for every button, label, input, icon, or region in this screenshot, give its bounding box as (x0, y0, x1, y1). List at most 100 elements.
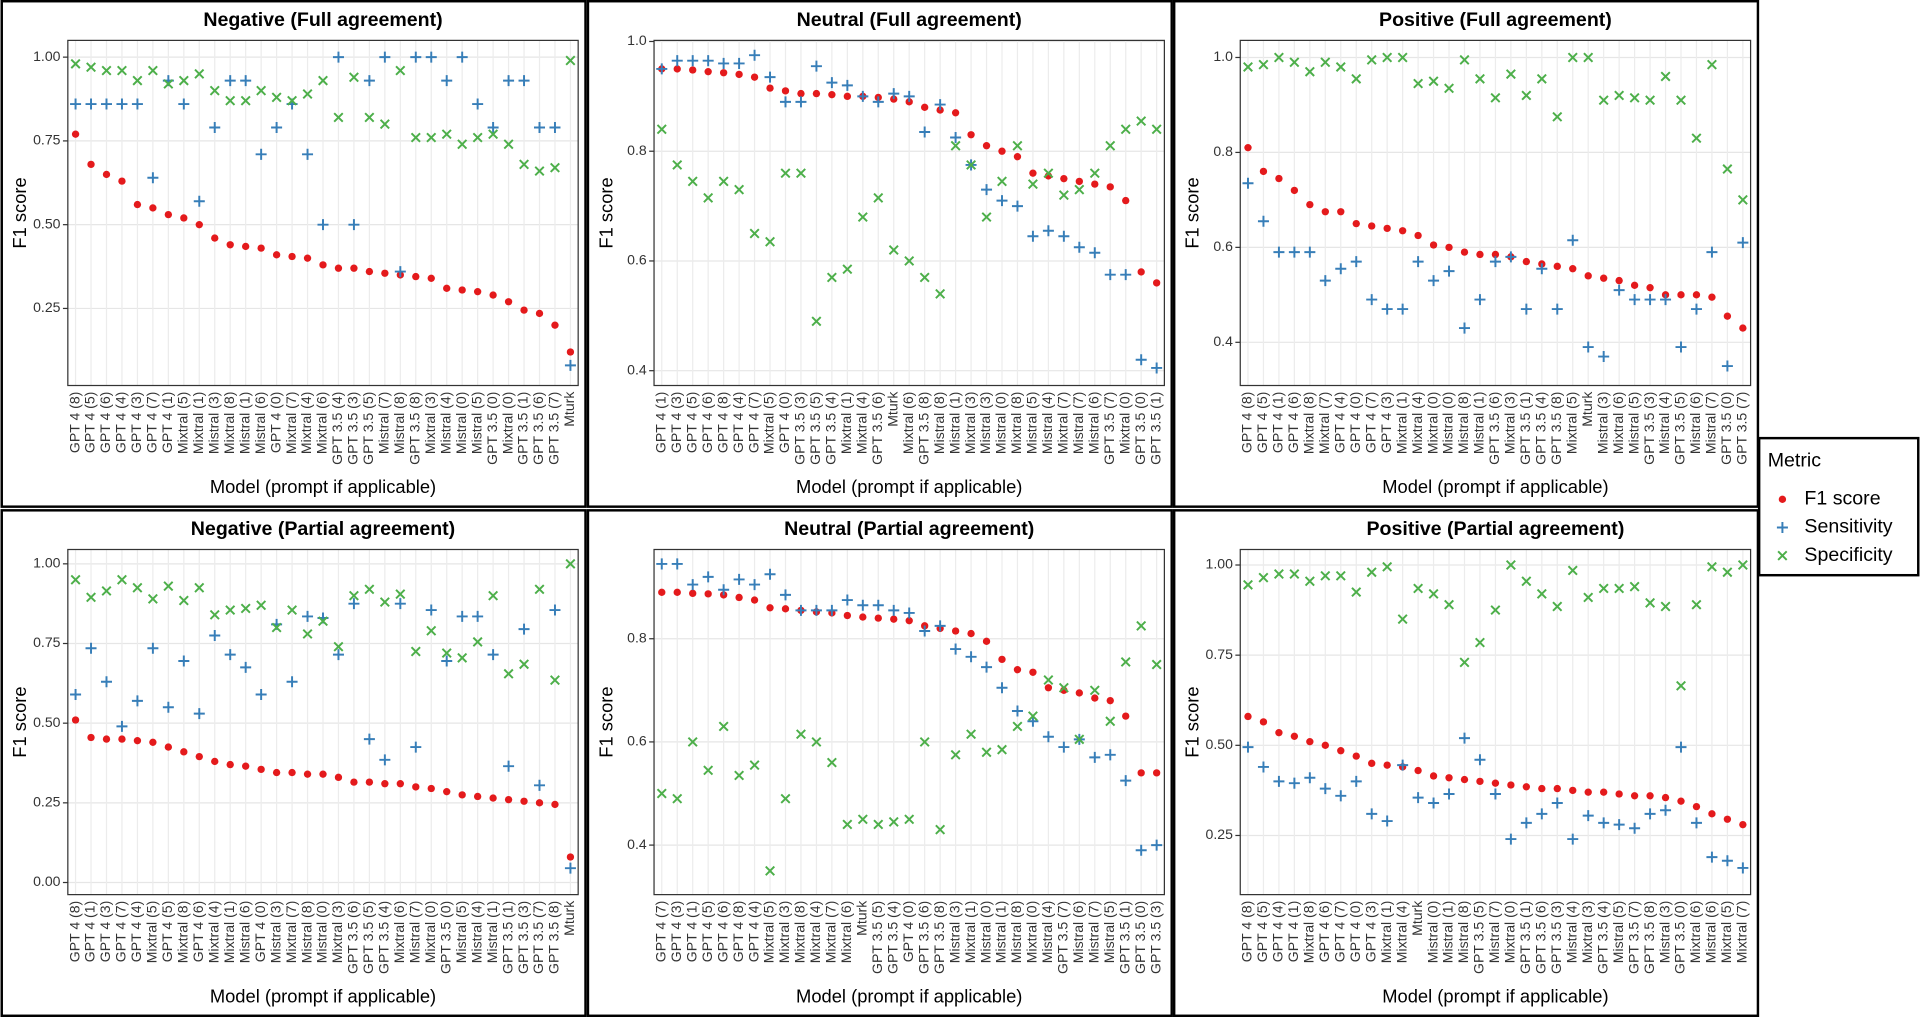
point (504, 795, 513, 804)
y-tick-label: 0.75 (33, 634, 61, 650)
point (1029, 668, 1037, 676)
point (919, 736, 930, 747)
point (1382, 561, 1393, 572)
x-tick-label: Mistral (8) (1455, 392, 1471, 455)
point (1722, 567, 1733, 578)
point (1476, 777, 1484, 786)
point (85, 98, 97, 110)
point (1304, 66, 1315, 77)
point (1505, 69, 1516, 80)
point (1613, 284, 1625, 296)
x-tick-label: GPT 4 (5) (159, 901, 175, 962)
point (1337, 747, 1345, 755)
point (566, 853, 575, 861)
panel-border (0, 0, 587, 508)
point (224, 649, 236, 661)
point (1011, 200, 1023, 212)
x-tick-label: GPT 3.5 (1) (1517, 901, 1533, 974)
point (472, 132, 483, 143)
y-tick-label: 0.8 (627, 142, 647, 158)
point (718, 57, 730, 69)
point (981, 212, 992, 223)
point (1458, 322, 1471, 334)
point (102, 735, 111, 743)
point (1443, 265, 1455, 277)
point (1043, 675, 1054, 685)
point (441, 655, 453, 667)
point (1737, 862, 1749, 874)
panel-border (0, 509, 587, 1017)
x-tick-label: Mturk (1409, 900, 1425, 936)
point (733, 573, 745, 585)
x-tick-label: GPT 4 (6) (714, 901, 730, 962)
point (1706, 851, 1718, 863)
x-tick-label: Mixtral (5) (144, 901, 160, 964)
point (1275, 729, 1283, 737)
point (1366, 808, 1378, 820)
y-tick-label: 0.8 (627, 629, 647, 645)
point (1320, 57, 1331, 68)
point (426, 132, 437, 143)
panel-border (586, 0, 1173, 508)
point (225, 605, 236, 616)
point (379, 119, 390, 130)
point (935, 288, 946, 299)
x-tick-label: Mistral (0) (314, 901, 330, 964)
point (781, 87, 790, 95)
point (841, 594, 853, 606)
point (905, 617, 913, 625)
point (1089, 168, 1100, 179)
x-tick-label: Mistral (1) (484, 901, 500, 964)
point (1428, 275, 1440, 287)
x-tick-label: GPT 3.5 (5) (360, 392, 376, 465)
point (1319, 275, 1331, 287)
x-tick-label: GPT 3.5 (7) (1734, 392, 1750, 465)
point (718, 721, 729, 732)
point (1614, 90, 1625, 101)
point (1120, 124, 1131, 135)
point (1382, 52, 1393, 63)
y-tick-label: 0.50 (1206, 736, 1234, 752)
point (472, 98, 484, 110)
point (1352, 752, 1360, 760)
point (427, 784, 435, 793)
point (1350, 775, 1362, 787)
point (888, 245, 899, 255)
x-tick-label: Mistral (6) (1086, 392, 1102, 455)
point (888, 604, 900, 616)
point (673, 588, 681, 596)
point (211, 757, 219, 766)
point (551, 321, 559, 329)
point (1275, 174, 1283, 183)
point (473, 288, 482, 296)
point (1320, 570, 1331, 581)
x-tick-label: Mistral (6) (252, 392, 268, 455)
x-tick-label: Mistral (5) (468, 392, 484, 455)
point (503, 760, 515, 772)
point (1366, 54, 1377, 65)
point (364, 112, 375, 123)
point (519, 659, 530, 670)
point (456, 610, 468, 622)
point (255, 688, 267, 700)
y-axis-title: F1 score (1182, 177, 1203, 248)
point (750, 73, 759, 81)
point (1721, 360, 1733, 372)
point (749, 49, 761, 61)
point (1646, 284, 1654, 292)
point (1722, 164, 1733, 175)
point (1381, 303, 1393, 315)
point (381, 780, 389, 788)
point (1058, 682, 1069, 693)
point (1706, 561, 1717, 572)
point (472, 636, 483, 647)
x-tick-label: Mturk (1579, 391, 1595, 427)
x-tick-label: GPT 4 (0) (252, 901, 268, 962)
point (1778, 495, 1787, 503)
plot-frame (1239, 548, 1752, 896)
point (332, 649, 344, 661)
point (1661, 793, 1670, 802)
point (998, 147, 1006, 155)
point (163, 581, 174, 592)
x-tick-label: GPT 4 (4) (128, 901, 144, 962)
